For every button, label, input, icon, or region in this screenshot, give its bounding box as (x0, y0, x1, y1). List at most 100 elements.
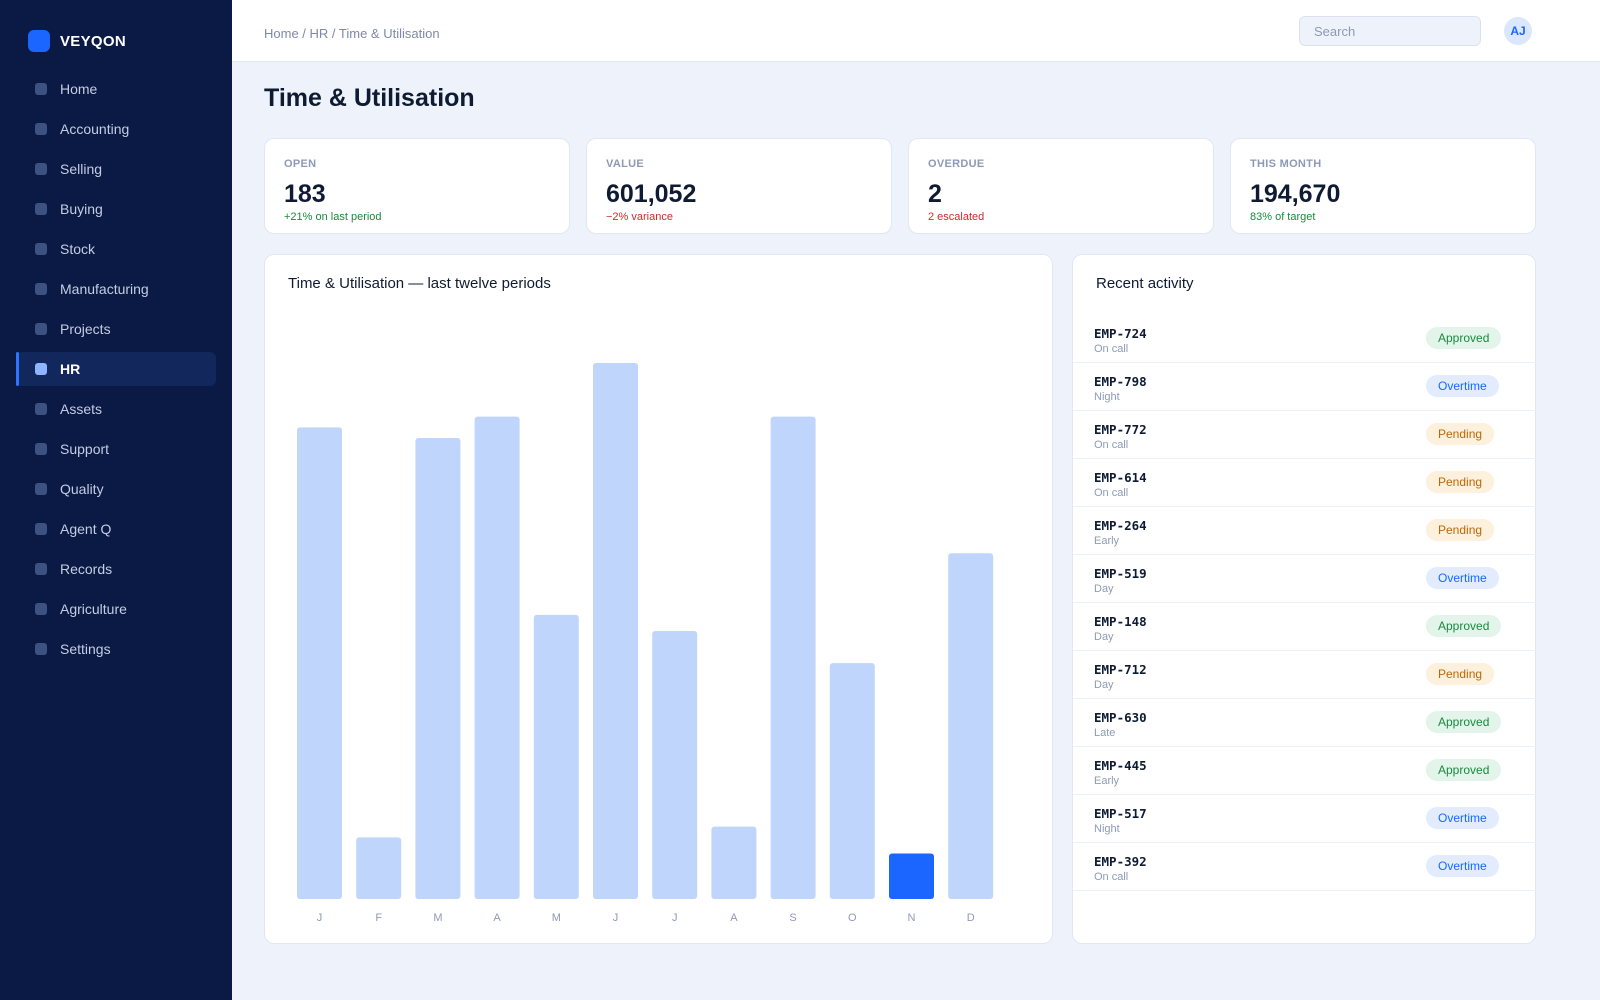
list-item[interactable]: EMP-712 Day Pending (1073, 651, 1537, 699)
bar-3[interactable] (474, 416, 520, 899)
bar-6[interactable] (652, 631, 698, 899)
x-tick-label: F (375, 912, 382, 924)
sidebar-item-stock[interactable]: Stock (16, 232, 216, 266)
bar-9[interactable] (829, 663, 875, 899)
avatar[interactable]: AJ (1504, 17, 1532, 45)
employee-id: EMP-712 (1094, 662, 1147, 677)
status-badge: Approved (1426, 327, 1502, 349)
sidebar-item-settings[interactable]: Settings (16, 632, 216, 666)
brand[interactable]: VEYQON (28, 30, 126, 52)
list-item[interactable]: EMP-614 On call Pending (1073, 459, 1537, 507)
shift-type: Night (1094, 823, 1120, 835)
sidebar-item-assets[interactable]: Assets (16, 392, 216, 426)
x-tick-label: D (967, 912, 975, 924)
status-badge: Overtime (1426, 375, 1499, 397)
kpi-label: THIS MONTH (1250, 158, 1322, 170)
employee-id: EMP-445 (1094, 758, 1147, 773)
list-item[interactable]: EMP-445 Early Approved (1073, 747, 1537, 795)
sidebar-item-manufacturing[interactable]: Manufacturing (16, 272, 216, 306)
sidebar-item-label: Accounting (60, 121, 130, 137)
sidebar-item-accounting[interactable]: Accounting (16, 112, 216, 146)
bar-1[interactable] (356, 837, 402, 899)
sidebar-item-agriculture[interactable]: Agriculture (16, 592, 216, 626)
employee-id: EMP-517 (1094, 806, 1147, 821)
bar-4[interactable] (533, 614, 579, 899)
sidebar-item-label: Records (60, 561, 113, 577)
bar-2[interactable] (415, 438, 461, 899)
shift-type: On call (1094, 439, 1129, 451)
search-input[interactable] (1299, 16, 1481, 46)
sidebar-item-support[interactable]: Support (16, 432, 216, 466)
list-item[interactable]: EMP-630 Late Approved (1073, 699, 1537, 747)
shift-type: Late (1094, 727, 1116, 739)
kpi-note: +21% on last period (284, 211, 382, 223)
sidebar-item-home[interactable]: Home (16, 72, 216, 106)
sidebar-item-hr[interactable]: HR (16, 352, 216, 386)
sidebar-item-selling[interactable]: Selling (16, 152, 216, 186)
kpi-note: −2% variance (606, 211, 673, 223)
list-item[interactable]: EMP-264 Early Pending (1073, 507, 1537, 555)
x-tick-label: M (433, 912, 442, 924)
bar-5[interactable] (593, 363, 638, 899)
x-tick-label: J (672, 912, 678, 924)
list-item[interactable]: EMP-798 Night Overtime (1073, 363, 1537, 411)
brand-name: VEYQON (60, 32, 126, 50)
hr-icon (35, 363, 47, 375)
bar-10[interactable] (889, 853, 934, 899)
kpi-value: 601,052 (606, 180, 697, 208)
sidebar-item-label: Settings (60, 641, 111, 657)
status-badge: Pending (1426, 519, 1495, 541)
kpi-label: OVERDUE (928, 158, 985, 170)
list-item[interactable]: EMP-392 On call Overtime (1073, 843, 1537, 891)
sidebar-item-projects[interactable]: Projects (16, 312, 216, 346)
bar-11[interactable] (948, 553, 994, 899)
records-icon (35, 563, 47, 575)
bar-0[interactable] (297, 427, 342, 899)
assets-icon (35, 403, 47, 415)
kpi-card-overdue[interactable]: OVERDUE 2 2 escalated (908, 138, 1214, 234)
sidebar-item-label: HR (60, 361, 81, 377)
manufacturing-icon (35, 283, 47, 295)
kpi-note: 83% of target (1250, 211, 1316, 223)
list-item[interactable]: EMP-724 On call Approved (1073, 315, 1537, 363)
shift-type: On call (1094, 871, 1129, 883)
x-tick-label: A (493, 912, 501, 924)
status-badge: Overtime (1426, 855, 1499, 877)
employee-id: EMP-772 (1094, 422, 1147, 437)
sidebar-item-label: Agent Q (60, 521, 112, 537)
kpi-card-value[interactable]: VALUE 601,052 −2% variance (586, 138, 892, 234)
status-badge: Overtime (1426, 567, 1499, 589)
sidebar-item-buying[interactable]: Buying (16, 192, 216, 226)
agriculture-icon (35, 603, 47, 615)
kpi-card-this-month[interactable]: THIS MONTH 194,670 83% of target (1230, 138, 1536, 234)
list-item[interactable]: EMP-148 Day Approved (1073, 603, 1537, 651)
shift-type: On call (1094, 343, 1129, 355)
brand-logo-icon (28, 30, 50, 52)
x-tick-label: J (613, 912, 619, 924)
support-icon (35, 443, 47, 455)
employee-id: EMP-519 (1094, 566, 1147, 581)
status-badge: Approved (1426, 711, 1502, 733)
list-item[interactable]: EMP-519 Day Overtime (1073, 555, 1537, 603)
breadcrumb: Home / HR / Time & Utilisation (264, 26, 440, 41)
bar-7[interactable] (711, 826, 757, 899)
bar-8[interactable] (770, 416, 816, 899)
employee-id: EMP-264 (1094, 518, 1147, 533)
accounting-icon (35, 123, 47, 135)
employee-id: EMP-630 (1094, 710, 1147, 725)
sidebar-item-records[interactable]: Records (16, 552, 216, 586)
shift-type: Day (1094, 631, 1114, 643)
shift-type: On call (1094, 487, 1129, 499)
x-tick-label: A (730, 912, 738, 924)
sidebar-item-label: Quality (60, 481, 104, 497)
list-item[interactable]: EMP-517 Night Overtime (1073, 795, 1537, 843)
employee-id: EMP-724 (1094, 326, 1147, 341)
sidebar-item-quality[interactable]: Quality (16, 472, 216, 506)
sidebar-item-agent-q[interactable]: Agent Q (16, 512, 216, 546)
status-badge: Pending (1426, 663, 1495, 685)
sidebar-item-label: Projects (60, 321, 111, 337)
kpi-label: OPEN (284, 158, 317, 170)
status-badge: Overtime (1426, 807, 1499, 829)
list-item[interactable]: EMP-772 On call Pending (1073, 411, 1537, 459)
kpi-card-open[interactable]: OPEN 183 +21% on last period (264, 138, 570, 234)
